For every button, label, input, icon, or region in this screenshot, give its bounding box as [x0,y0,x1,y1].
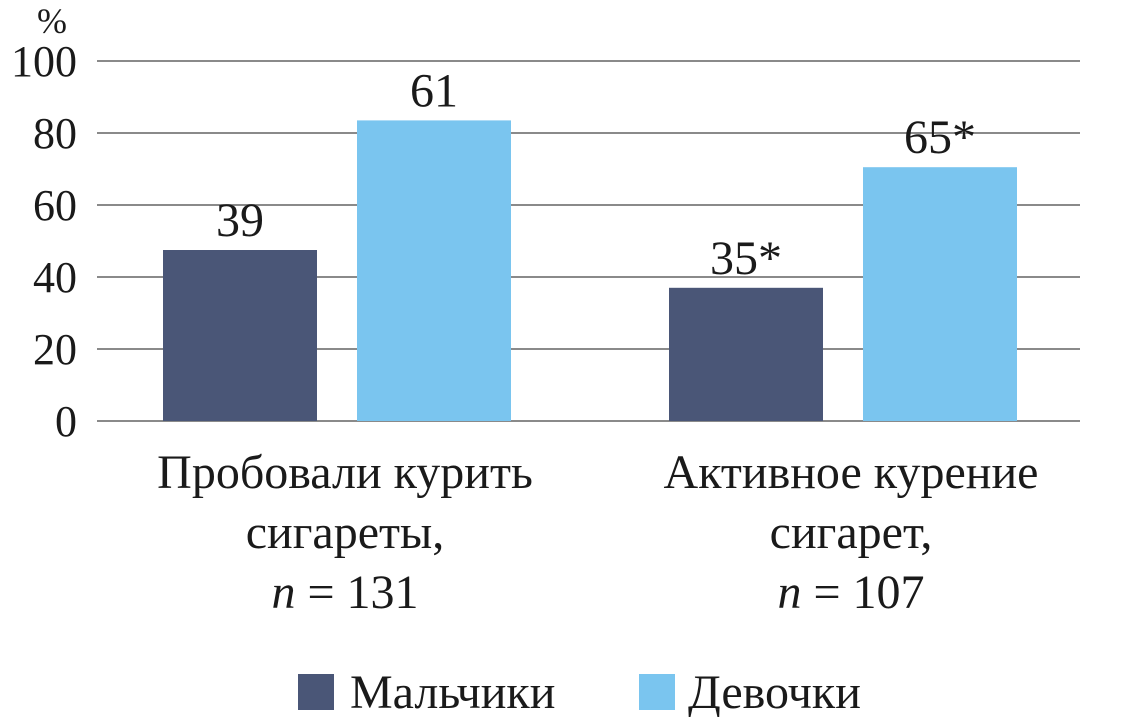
legend: Мальчики Девочки [298,666,861,717]
data-label: 35* [710,232,782,285]
bar-girls-1 [357,120,511,422]
category-n-label: n = 131 [271,566,418,619]
bar-boys-2 [669,287,823,421]
legend-label: Девочки [688,666,861,717]
y-tick-label: 40 [33,253,77,302]
legend-label: Мальчики [350,666,555,717]
y-tick-label: 80 [33,109,77,158]
category-n-label: n = 107 [777,566,924,619]
category-label-line: сигареты, [246,506,445,559]
bar-girls-2 [863,167,1017,421]
y-tick-label: 100 [11,37,77,86]
category-label-line: Активное курение [664,446,1039,499]
category-label-line: сигарет, [770,506,933,559]
legend-swatch [639,674,675,710]
category-label-line: Пробовали курить [157,446,533,499]
y-tick-label: 0 [55,397,77,446]
y-tick-label: 60 [33,181,77,230]
category-labels: Пробовали курить сигареты, n = 131 Активное… [157,446,1038,619]
bar-boys-1 [163,250,317,421]
y-tick-label: 20 [33,325,77,374]
y-axis-unit-label: % [37,1,67,41]
bars [163,120,1017,422]
data-labels: 39 35* 61 65* [216,64,976,284]
data-label: 61 [410,64,458,117]
data-label: 39 [216,194,264,247]
data-label: 65* [904,111,976,164]
y-axis-ticks: 0 20 40 60 80 100 [11,37,77,446]
legend-swatch [298,674,334,710]
